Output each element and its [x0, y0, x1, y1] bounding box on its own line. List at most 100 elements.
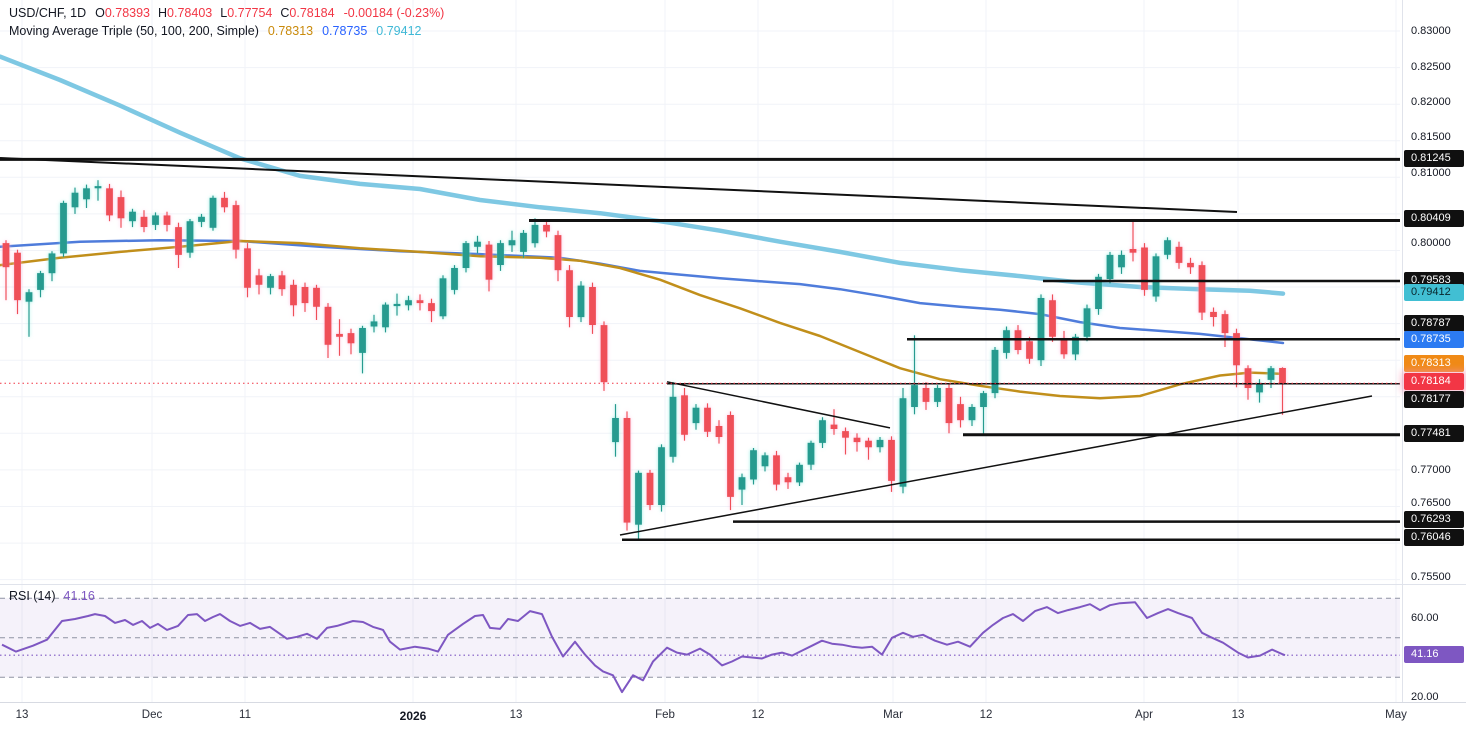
candle-body: [451, 268, 458, 290]
candle-body: [1244, 368, 1252, 388]
candle-body: [888, 439, 895, 481]
candle-body: [865, 440, 872, 448]
candle-body: [1026, 341, 1033, 359]
time-axis[interactable]: 13 Dec 11 2026 13 Feb 12 Mar 12 Apr 13 May: [0, 703, 1466, 732]
close-value: 0.78184: [289, 6, 335, 20]
low-value: 0.77754: [227, 6, 273, 20]
candle-body: [612, 418, 619, 443]
candle-body: [543, 224, 550, 232]
symbol-title[interactable]: USD/CHF, 1D: [9, 6, 87, 20]
indicator-values: 0.78313 0.78735 0.79412: [268, 23, 422, 40]
low-label: L: [220, 6, 228, 20]
candle-body: [796, 464, 803, 483]
change-value: -0.00184 (-0.23%): [343, 6, 445, 20]
price-tick: 0.80000: [1411, 237, 1451, 249]
ma50-value: 0.78313: [267, 24, 314, 38]
candle-body: [313, 287, 320, 307]
price-badge-0.77481: 0.77481: [1404, 425, 1464, 442]
candle-body: [704, 407, 711, 432]
candle-body: [94, 186, 102, 189]
sma-50-line[interactable]: [0, 239, 1285, 400]
sma-100-line[interactable]: [0, 238, 1285, 345]
candle-body: [175, 227, 182, 255]
candle-body: [290, 284, 297, 306]
rsi-legend-row[interactable]: RSI (14) 41.16: [9, 589, 95, 603]
ma200-value: 0.79412: [376, 24, 422, 38]
candle-body: [1106, 254, 1114, 279]
rsi-tick: 60.00: [1411, 612, 1439, 624]
candle-body: [152, 215, 159, 225]
price-badge-0.78735: 0.78735: [1404, 331, 1464, 348]
rsi-line[interactable]: [1, 601, 1286, 694]
candle-body: [968, 407, 976, 421]
rsi-tick: 20.00: [1411, 691, 1439, 703]
candle-body: [577, 285, 585, 318]
candle-body: [244, 248, 251, 288]
candle-body: [819, 420, 826, 443]
high-value: 0.78403: [167, 6, 213, 20]
price-badge-0.78787: 0.78787: [1404, 315, 1464, 332]
candle-body: [692, 407, 700, 424]
candle-body: [727, 415, 734, 497]
candle-body: [899, 398, 907, 487]
candle-body: [129, 211, 136, 222]
candle-body: [911, 385, 918, 407]
candle-body: [267, 276, 274, 288]
candle-body: [1049, 300, 1056, 337]
candle-body: [807, 442, 815, 465]
time-tick-Apr: Apr: [1135, 709, 1153, 721]
indicator-legend-row[interactable]: Moving Average Triple (50, 100, 200, Sim…: [9, 23, 444, 40]
symbol-legend-row[interactable]: USD/CHF, 1D O0.78393 H0.78403 L0.77754 C…: [9, 5, 444, 22]
candles-down: [2, 183, 1286, 531]
candle-body: [198, 216, 205, 222]
candle-body: [1118, 254, 1125, 268]
price-scale[interactable]: 0.83000 0.82500 0.82000 0.81500 0.81000 0.800…: [1403, 0, 1466, 703]
candle-body: [784, 477, 792, 483]
candle-body: [106, 188, 113, 216]
indicator-title[interactable]: Moving Average Triple (50, 100, 200, Sim…: [9, 24, 259, 38]
candle-body: [669, 396, 677, 457]
candle-body: [301, 287, 309, 304]
candle-body: [1003, 330, 1010, 353]
ohlc-readout: O0.78393 H0.78403 L0.77754 C0.78184: [95, 5, 335, 22]
time-tick-12: 12: [751, 709, 765, 721]
candle-body: [1083, 308, 1091, 337]
candle-body: [485, 244, 493, 280]
candle-body: [416, 300, 424, 304]
candle-body: [1095, 276, 1102, 309]
price-tick: 0.81000: [1411, 167, 1451, 179]
candle-body: [566, 270, 573, 317]
time-tick-May: May: [1385, 709, 1407, 721]
open-value: 0.78393: [104, 6, 151, 20]
legend: USD/CHF, 1D O0.78393 H0.78403 L0.77754 C…: [9, 5, 444, 40]
price-badge-0.81245: 0.81245: [1404, 150, 1464, 167]
candle-body: [1233, 333, 1240, 366]
candle-body: [945, 388, 953, 424]
candle-body: [163, 215, 171, 225]
time-tick-Feb: Feb: [655, 709, 675, 721]
candle-body: [1210, 311, 1217, 317]
candle-body: [497, 243, 504, 265]
candle-body: [646, 472, 654, 505]
price-badge-0.80409: 0.80409: [1404, 210, 1464, 227]
candle-body: [393, 303, 401, 307]
candle-body: [37, 273, 44, 290]
price-tick: 0.76500: [1411, 497, 1451, 509]
candle-body: [1175, 246, 1183, 263]
candles-up: [25, 180, 1275, 540]
candle-body: [2, 243, 10, 268]
sma-200-line[interactable]: [0, 54, 1286, 296]
candle-body: [117, 197, 125, 219]
time-tick-2026: 2026: [399, 709, 427, 723]
descending-resistance: [0, 157, 1238, 213]
candle-body: [635, 472, 642, 525]
time-tick-12: 12: [979, 709, 993, 721]
candle-body: [957, 404, 964, 421]
drawings[interactable]: [0, 157, 1400, 541]
rsi-title[interactable]: RSI (14): [9, 589, 56, 603]
price-badge-0.76046: 0.76046: [1404, 529, 1464, 546]
candle-body: [14, 252, 21, 301]
candle-body: [520, 232, 527, 252]
